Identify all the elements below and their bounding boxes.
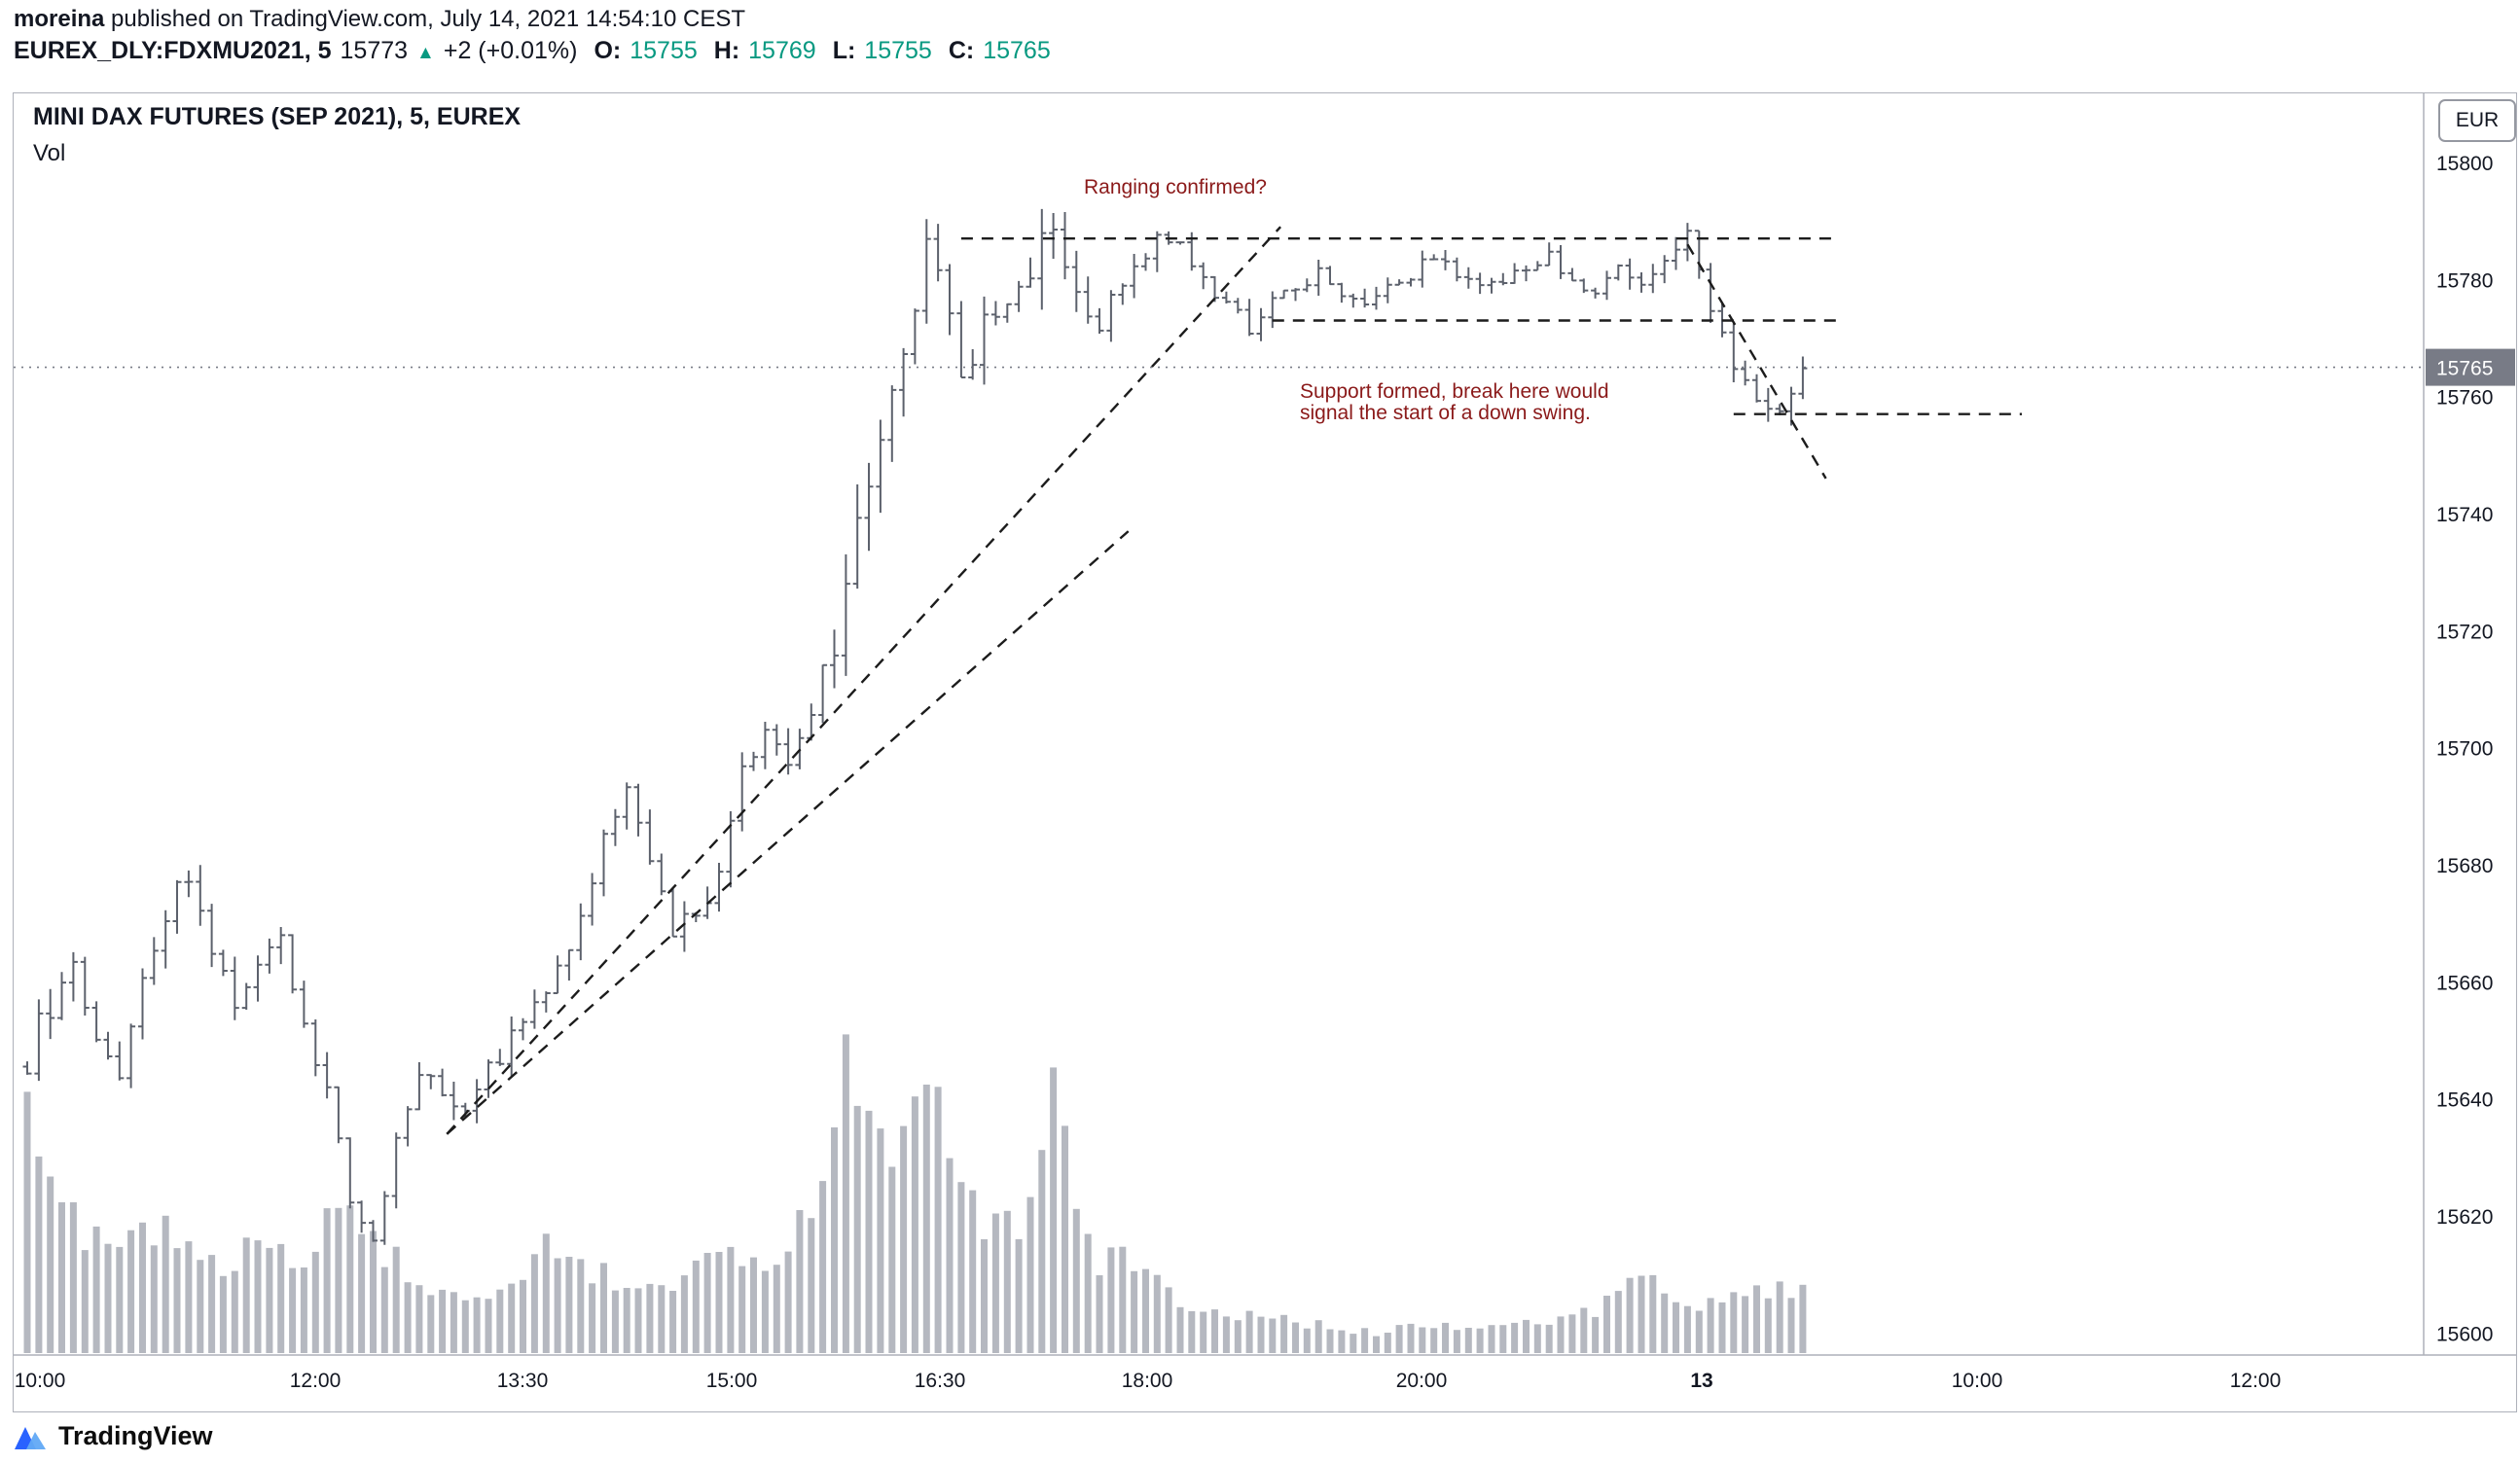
publish-info: published on TradingView.com, July 14, 2…	[111, 6, 746, 32]
price-axis-tick: 15760	[2436, 387, 2493, 410]
time-axis-tick: 15:00	[706, 1370, 758, 1392]
currency-button[interactable]: EUR	[2438, 99, 2516, 142]
high-value: 15769	[748, 37, 816, 64]
symbol-name[interactable]: EUREX_DLY:FDXMU2021, 5	[14, 37, 332, 64]
open-value: 15755	[630, 37, 698, 64]
price-chart-canvas[interactable]: Ranging confirmed? Support formed, break…	[14, 93, 2516, 1411]
time-axis-tick: 13	[1690, 1370, 1712, 1392]
price-change: +2 (+0.01%)	[443, 37, 578, 64]
time-axis-tick: 13:30	[497, 1370, 549, 1392]
axes: 15800 15780 15765 15760 15740 15720 15700 15680…	[14, 93, 2516, 1392]
trendline-uptrend-steep[interactable]	[446, 226, 1281, 1135]
ohlc-bars	[22, 208, 1808, 1245]
time-axis-tick: 10:00	[1952, 1370, 2003, 1392]
trendline-uptrend-shallow[interactable]	[446, 530, 1130, 1135]
last-price: 15773	[340, 37, 409, 64]
volume-bars	[23, 1034, 1807, 1353]
annotation-support-line2[interactable]: signal the start of a down swing.	[1300, 402, 1591, 424]
open-label: O:	[594, 37, 622, 64]
symbol-header: EUREX_DLY:FDXMU2021, 5 15773 ▲ +2 (+0.01…	[14, 37, 1051, 65]
price-axis-tick: 15600	[2436, 1323, 2493, 1345]
trendline-down-projection[interactable]	[1686, 243, 1827, 480]
tradingview-footer[interactable]: TradingView	[14, 1421, 213, 1451]
trendline-drawings[interactable]	[446, 226, 2022, 1135]
price-axis-tick: 15720	[2436, 621, 2493, 643]
time-axis-tick: 10:00	[15, 1370, 66, 1392]
time-axis-tick: 20:00	[1396, 1370, 1448, 1392]
author-name[interactable]: moreina	[14, 6, 105, 32]
time-axis-tick: 18:00	[1122, 1370, 1173, 1392]
up-arrow-icon: ▲	[416, 43, 435, 63]
volume-indicator-label[interactable]: Vol	[33, 140, 66, 166]
low-value: 15755	[864, 37, 932, 64]
price-axis-tick: 15800	[2436, 153, 2493, 175]
time-axis-tick: 12:00	[290, 1370, 342, 1392]
high-label: H:	[713, 37, 740, 64]
annotation-support-line1[interactable]: Support formed, break here would	[1300, 380, 1609, 403]
last-price-axis-label: 15765	[2436, 358, 2493, 380]
chart-title: MINI DAX FUTURES (SEP 2021), 5, EUREX	[33, 103, 522, 130]
chart-panel[interactable]: MINI DAX FUTURES (SEP 2021), 5, EUREX Vo…	[13, 92, 2517, 1412]
close-value: 15765	[983, 37, 1051, 64]
price-axis-tick: 15620	[2436, 1206, 2493, 1229]
close-label: C:	[948, 37, 975, 64]
price-axis-tick: 15780	[2436, 269, 2493, 292]
low-label: L:	[832, 37, 856, 64]
price-axis-tick: 15640	[2436, 1089, 2493, 1112]
price-axis-tick: 15700	[2436, 738, 2493, 761]
time-axis-tick: 12:00	[2230, 1370, 2282, 1392]
annotation-ranging[interactable]: Ranging confirmed?	[1084, 176, 1267, 198]
publish-header: moreina published on TradingView.com, Ju…	[14, 6, 745, 33]
price-axis-tick: 15660	[2436, 972, 2493, 994]
tradingview-logo	[15, 1426, 46, 1449]
price-axis-tick: 15680	[2436, 855, 2493, 877]
brand-name: TradingView	[58, 1421, 213, 1450]
last-price-label-bg	[2426, 348, 2515, 386]
time-axis-tick: 16:30	[915, 1370, 966, 1392]
price-axis-tick: 15740	[2436, 504, 2493, 526]
